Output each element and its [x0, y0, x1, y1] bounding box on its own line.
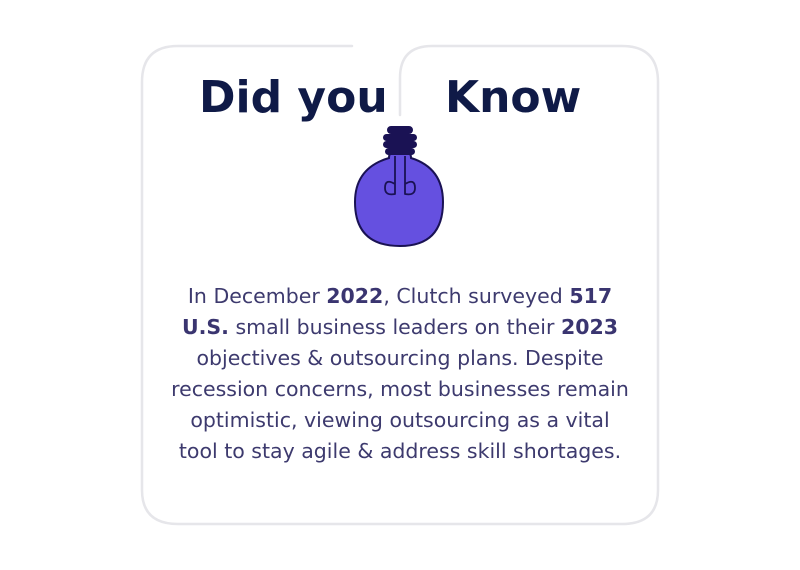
body-year-2023: 2023	[560, 315, 619, 339]
description-text: In December 2022, Clutch surveyed 517 U.…	[170, 281, 630, 467]
title-know: Know	[445, 72, 582, 123]
body-text-1: In December	[187, 284, 327, 308]
body-text-2: , Clutch surveyed	[383, 284, 570, 308]
body-year-2022: 2022	[326, 284, 384, 308]
body-count-517: 517 U.S.	[181, 284, 613, 339]
lightbulb-icon	[353, 126, 445, 248]
body-text-3: small business leaders on their	[228, 315, 561, 339]
body-text-4: objectives & outsourcing plans. Despite …	[171, 346, 629, 463]
title-did-you: Did you	[199, 72, 388, 123]
